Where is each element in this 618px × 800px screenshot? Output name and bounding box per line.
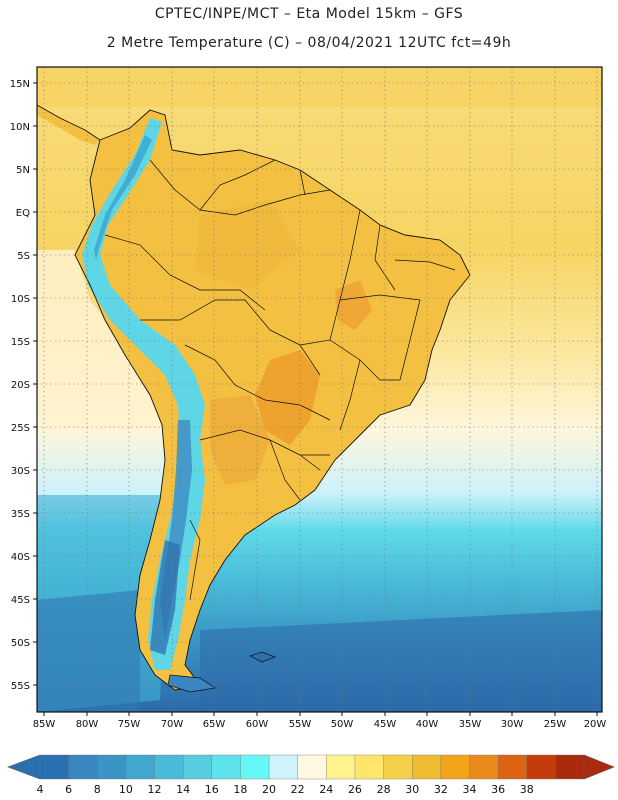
hot-core-argentina [210, 395, 270, 485]
tick-marks [33, 82, 598, 716]
lon-label: 85W [33, 719, 56, 730]
lon-label: 25W [544, 719, 567, 730]
south-atlantic-coldest [200, 610, 602, 712]
colorbar-swatch [125, 754, 156, 780]
tierra-del-fuego [167, 674, 216, 693]
lon-label: 75W [118, 719, 141, 730]
colorbar-label: 22 [291, 783, 305, 796]
colorbar-label: 6 [65, 783, 72, 796]
colorbar-swatch [383, 754, 413, 780]
lat-label: 15N [10, 79, 30, 90]
lat-label: 15S [11, 337, 30, 348]
lat-label: 25S [11, 423, 30, 434]
lon-label: 65W [203, 719, 226, 730]
colorbar-label: 12 [148, 783, 162, 796]
andes-north-cold [94, 135, 152, 260]
south-pacific-coldest [37, 590, 140, 712]
lat-label: 55S [11, 681, 30, 692]
colorbar-label: 8 [94, 783, 101, 796]
colorbar: 4 6 8 10 12 14 16 18 20 22 24 26 28 30 32 34 36 38 [7, 754, 615, 796]
colorbar-swatch [154, 754, 184, 780]
colorbar-label: 28 [377, 783, 391, 796]
lat-label: 40S [11, 552, 30, 563]
colorbar-swatch [555, 754, 585, 780]
colorbar-label: 38 [520, 783, 534, 796]
colorbar-arrow-right [583, 754, 615, 780]
map-title-line2: 2 Metre Temperature (C) – 08/04/2021 12U… [106, 35, 512, 51]
central-america-coast [37, 104, 101, 141]
caribbean-warm-band [37, 67, 602, 107]
lat-label: 10S [11, 294, 30, 305]
lat-label: 5N [16, 165, 30, 176]
patagonia-coldest [150, 540, 180, 655]
lon-label: 40W [416, 719, 439, 730]
lat-label: 45S [11, 595, 30, 606]
colorbar-swatch [268, 754, 299, 780]
colorbar-arrow-left [7, 754, 41, 780]
colorbar-label: 18 [233, 783, 247, 796]
country-borders [104, 159, 456, 601]
colorbar-swatch [97, 754, 127, 780]
lon-label: 30W [501, 719, 524, 730]
lat-label: 50S [11, 638, 30, 649]
colorbar-label: 26 [348, 783, 362, 796]
lat-label: 30S [11, 466, 30, 477]
colorbar-label: 34 [462, 783, 476, 796]
map-title-line1: CPTEC/INPE/MCT – Eta Model 15km – GFS [154, 6, 464, 22]
colorbar-swatch [497, 754, 528, 780]
latitude-labels: 15N 10N 5N EQ 5S 10S 15S 20S 25S 30S 35S… [10, 79, 30, 692]
colorbar-swatch [412, 754, 442, 780]
colorbar-swatch [440, 754, 471, 780]
colorbar-label: 32 [434, 783, 448, 796]
colorbar-label: 16 [205, 783, 219, 796]
colorbar-label: 36 [491, 783, 505, 796]
colorbar-swatch [354, 754, 385, 780]
longitude-labels: 85W 80W 75W 70W 65W 60W 55W 50W 45W 40W … [33, 719, 607, 730]
hot-core-central-brazil [335, 280, 372, 330]
colorbar-label: 30 [405, 783, 419, 796]
warm-amazon [195, 200, 300, 290]
lon-label: 45W [374, 719, 397, 730]
lon-label: 20W [584, 719, 607, 730]
colorbar-label: 20 [262, 783, 276, 796]
lat-label: 5S [17, 251, 30, 262]
lon-label: 55W [289, 719, 312, 730]
colorbar-swatch [182, 754, 213, 780]
pacific-cool-tongue [37, 250, 160, 430]
coastline [74, 109, 471, 691]
map-frame [36, 66, 603, 713]
lon-label: 60W [246, 719, 269, 730]
lat-label: 10N [10, 122, 30, 133]
colorbar-swatch [240, 754, 270, 780]
map-area [37, 67, 602, 712]
colorbar-swatch [39, 754, 70, 780]
colorbar-swatch [297, 754, 327, 780]
colorbar-swatch [326, 754, 356, 780]
colorbar-label: 4 [37, 783, 44, 796]
lat-label: EQ [16, 208, 30, 219]
colorbar-swatch [211, 754, 242, 780]
lon-label: 35W [459, 719, 482, 730]
colorbar-label: 10 [119, 783, 133, 796]
lat-label: 20S [11, 380, 30, 391]
hot-core-chaco [255, 350, 320, 445]
lon-label: 50W [331, 719, 354, 730]
lon-label: 80W [76, 719, 99, 730]
central-america [37, 105, 100, 145]
colorbar-label: 24 [319, 783, 333, 796]
colorbar-label: 14 [176, 783, 190, 796]
lon-label: 70W [161, 719, 184, 730]
lat-label: 35S [11, 509, 30, 520]
colorbar-swatch [68, 754, 98, 780]
falkland-islands [249, 651, 276, 663]
colorbar-swatch [526, 754, 556, 780]
colorbar-swatch [469, 754, 499, 780]
